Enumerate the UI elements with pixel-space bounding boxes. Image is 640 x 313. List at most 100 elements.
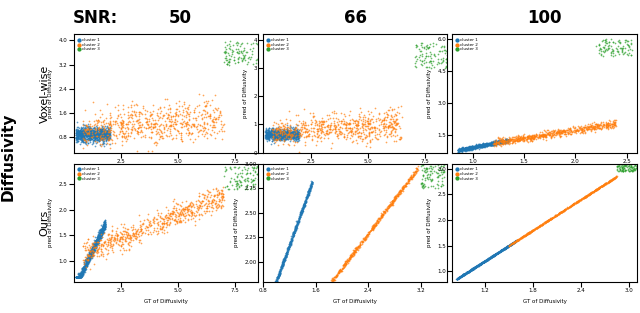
cluster 1 [303,194,313,199]
cluster 1 [92,124,102,129]
cluster 1 [488,253,499,258]
cluster 1 [461,145,472,150]
cluster 2 [554,211,564,216]
cluster 2 [198,128,209,133]
cluster 1 [81,260,91,265]
cluster 1 [76,272,86,277]
cluster 2 [268,134,278,139]
cluster 2 [406,175,416,180]
cluster 1 [479,259,490,264]
cluster 1 [97,231,108,236]
cluster 1 [462,269,472,275]
cluster 3 [243,55,253,60]
cluster 3 [415,49,425,54]
cluster 1 [495,249,505,254]
cluster 3 [247,48,257,53]
cluster 1 [273,131,283,136]
cluster 2 [377,213,387,218]
cluster 2 [609,176,619,181]
cluster 1 [76,132,86,137]
cluster 2 [154,213,164,218]
cluster 2 [271,126,281,131]
cluster 1 [81,133,92,138]
cluster 1 [84,136,95,141]
cluster 2 [156,121,166,126]
cluster 1 [98,129,108,134]
cluster 2 [547,131,557,136]
cluster 1 [285,126,295,131]
cluster 2 [278,130,289,135]
cluster 2 [279,137,289,142]
cluster 2 [389,198,399,203]
cluster 2 [136,241,146,246]
cluster 3 [245,170,255,175]
cluster 2 [92,240,102,245]
cluster 2 [106,242,116,247]
cluster 1 [474,144,484,149]
cluster 1 [462,269,472,275]
cluster 2 [411,170,421,175]
cluster 2 [140,223,150,228]
cluster 1 [77,127,88,132]
cluster 1 [501,137,511,142]
cluster 2 [533,224,543,229]
cluster 2 [83,138,93,143]
cluster 1 [81,256,92,261]
cluster 1 [483,256,493,261]
cluster 2 [342,257,353,262]
cluster 2 [565,127,575,132]
cluster 2 [108,119,118,124]
cluster 2 [541,128,552,133]
cluster 1 [456,147,467,152]
cluster 1 [468,145,478,150]
cluster 1 [264,126,274,131]
cluster 3 [436,43,447,48]
cluster 1 [274,272,284,277]
cluster 2 [516,133,526,138]
cluster 1 [459,146,469,151]
cluster 1 [486,141,497,146]
cluster 2 [359,132,369,137]
cluster 2 [115,130,125,135]
cluster 2 [572,127,582,132]
cluster 2 [537,222,547,227]
cluster 2 [549,132,559,137]
cluster 2 [91,133,101,138]
cluster 2 [204,209,214,214]
cluster 2 [495,139,506,144]
cluster 1 [279,132,289,137]
cluster 1 [282,132,292,137]
cluster 1 [282,132,292,137]
cluster 1 [479,141,489,146]
cluster 2 [497,139,508,144]
cluster 2 [605,178,616,183]
cluster 1 [79,128,89,133]
cluster 1 [275,268,285,273]
cluster 1 [494,249,504,254]
cluster 2 [538,133,548,138]
cluster 2 [364,133,374,138]
cluster 1 [306,183,316,188]
cluster 2 [211,115,221,121]
cluster 2 [567,203,577,208]
cluster 1 [290,130,300,135]
cluster 1 [499,140,509,145]
cluster 1 [296,209,307,214]
cluster 1 [76,128,86,133]
cluster 1 [73,274,83,279]
cluster 1 [479,143,489,148]
cluster 1 [72,274,82,279]
cluster 1 [478,142,488,147]
cluster 2 [519,139,529,144]
cluster 1 [470,143,481,148]
cluster 2 [493,140,503,145]
cluster 1 [103,132,113,137]
cluster 3 [242,50,252,55]
cluster 3 [618,166,628,171]
cluster 2 [349,249,359,254]
cluster 1 [275,136,285,141]
cluster 1 [271,129,282,134]
cluster 2 [543,218,554,223]
cluster 2 [340,125,351,130]
cluster 1 [94,238,104,243]
